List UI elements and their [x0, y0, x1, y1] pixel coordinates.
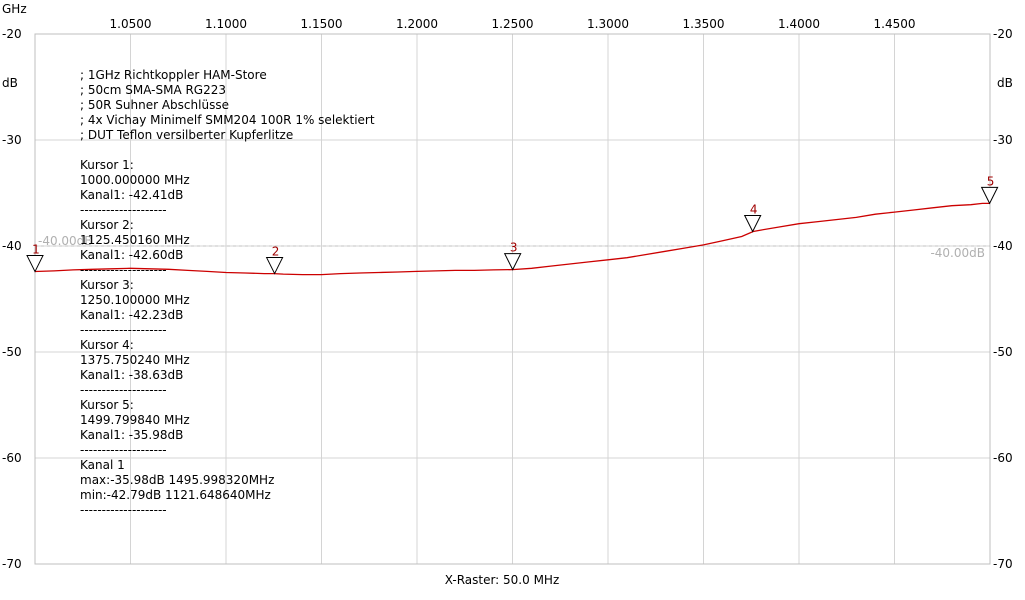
info-line: --------------------: [80, 383, 167, 397]
x-tick-label: 1.0500: [110, 17, 152, 31]
marker-triangle: [743, 214, 762, 233]
y-tick-label-right: -40: [993, 239, 1013, 253]
x-tick-label: 1.1500: [301, 17, 343, 31]
info-line: --------------------: [80, 503, 167, 517]
info-line: Kursor 4:: [80, 338, 134, 352]
series-group: [34, 202, 990, 276]
info-line: min:-42.79dB 1121.648640MHz: [80, 488, 271, 502]
info-line: --------------------: [80, 323, 167, 337]
info-line: Kursor 5:: [80, 398, 134, 412]
marker-triangle: [980, 186, 999, 205]
reference-line: -40.00dB -40.00dB: [35, 234, 990, 260]
y-tick-label-right: -20: [993, 27, 1013, 41]
info-line: Kursor 3:: [80, 278, 134, 292]
info-line: ; 50R Suhner Abschlüsse: [80, 98, 229, 112]
marker-label: 4: [750, 202, 758, 216]
info-line: Kanal1: -42.41dB: [80, 188, 184, 202]
marker-triangle: [265, 257, 284, 275]
x-axis-label: X-Raster: 50.0 MHz: [445, 573, 560, 587]
marker-triangle: [503, 253, 522, 271]
info-line: Kursor 2:: [80, 218, 134, 232]
info-line: Kanal 1: [80, 458, 125, 472]
info-line: Kanal1: -42.60dB: [80, 248, 184, 262]
info-line: 1499.799840 MHz: [80, 413, 190, 427]
info-line: ; 50cm SMA-SMA RG223: [80, 83, 227, 97]
x-tick-label: 1.2000: [396, 17, 438, 31]
info-line: ; 4x Vichay Minimelf SMM204 100R 1% sele…: [80, 113, 375, 127]
y-tick-label-right: -50: [993, 345, 1013, 359]
info-line: Kanal1: -35.98dB: [80, 428, 184, 442]
marker-1: 1: [26, 243, 44, 273]
marker-label: 5: [987, 174, 995, 188]
info-line: max:-35.98dB 1495.998320MHz: [80, 473, 275, 487]
x-tick-label: 1.4500: [874, 17, 916, 31]
info-line: Kanal1: -38.63dB: [80, 368, 184, 382]
x-unit-label: GHz: [2, 2, 27, 16]
y-tick-label-right: -70: [993, 557, 1013, 571]
reference-line-label-right: -40.00dB: [930, 246, 985, 260]
marker-label: 3: [510, 241, 518, 255]
info-line: Kursor 1:: [80, 158, 134, 172]
x-tick-label: 1.4000: [778, 17, 820, 31]
reference-line-label-left: -40.00dB: [38, 234, 93, 248]
info-line: 1000.000000 MHz: [80, 173, 190, 187]
marker-2: 2: [265, 245, 284, 275]
info-line: [80, 143, 375, 158]
y-tick-labels: -20 -20 -30 -30 -40 -40 -50 -50 -60 -60 -70 -70: [2, 27, 1013, 571]
marker-group: 1 2 3 4 5: [26, 174, 999, 275]
y-tick-label-left: -70: [2, 557, 22, 571]
info-line: ; 1GHz Richtkoppler HAM-Store: [80, 68, 267, 82]
x-tick-label: 1.3500: [683, 17, 725, 31]
x-tick-labels: 1.0500 1.1000 1.1500 1.2000 1.2500 1.3000 1.35…: [110, 17, 916, 31]
series-line: [34, 202, 990, 276]
marker-label: 2: [272, 245, 280, 259]
y-tick-label-left: -20: [2, 27, 22, 41]
info-line: --------------------: [80, 263, 167, 277]
info-line: --------------------: [80, 443, 167, 457]
info-line: Kanal1: -42.23dB: [80, 308, 184, 322]
marker-label: 1: [32, 243, 40, 257]
x-tick-label: 1.2500: [492, 17, 534, 31]
y-tick-label-left: -40: [2, 239, 22, 253]
marker-triangle: [26, 255, 44, 273]
plot-border: [34, 33, 991, 565]
marker-4: 4: [743, 202, 762, 233]
y-tick-label-left: -50: [2, 345, 22, 359]
annotation-text-block: ; 1GHz Richtkoppler HAM-Store; 50cm SMA-…: [80, 68, 375, 518]
y-unit-label-left: dB: [2, 76, 18, 90]
info-line: ; DUT Teflon versilberter Kupferlitze: [80, 128, 294, 142]
y-tick-label-right: -60: [993, 451, 1013, 465]
y-tick-label-left: -30: [2, 133, 22, 147]
x-tick-label: 1.1000: [205, 17, 247, 31]
info-line: 1375.750240 MHz: [80, 353, 190, 367]
y-tick-label-left: -60: [2, 451, 22, 465]
y-tick-label-right: -30: [993, 133, 1013, 147]
marker-5: 5: [980, 174, 999, 205]
x-tick-label: 1.3000: [587, 17, 629, 31]
marker-3: 3: [503, 241, 522, 271]
plot-frame: [34, 33, 991, 565]
info-line: 1125.450160 MHz: [80, 233, 190, 247]
y-unit-label-right: dB: [997, 76, 1013, 90]
info-line: --------------------: [80, 203, 167, 217]
info-line: 1250.100000 MHz: [80, 293, 190, 307]
